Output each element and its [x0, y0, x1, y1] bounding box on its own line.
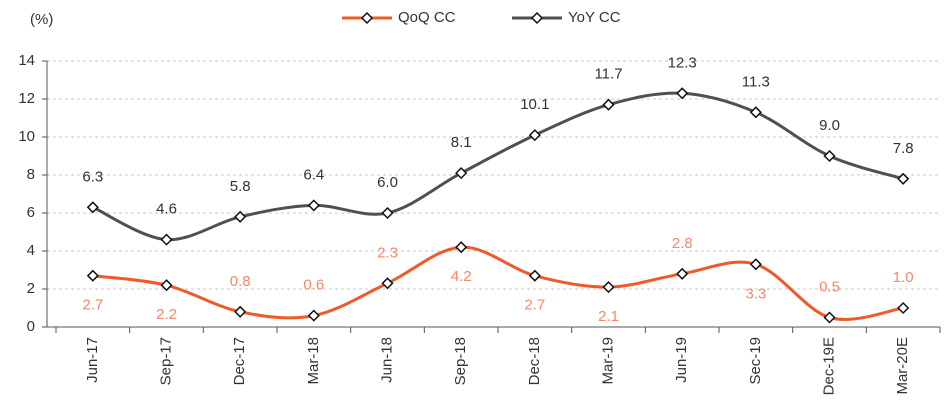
point-marker	[749, 106, 762, 119]
point-marker	[86, 201, 99, 214]
legend-marker	[530, 11, 544, 25]
y-axis-label: (%)	[30, 11, 53, 28]
data-label: 6.3	[82, 168, 103, 185]
x-tick-label: Dec-18	[526, 337, 543, 385]
x-tick-label: Mar-20E	[894, 337, 911, 395]
y-tick-label: 4	[27, 242, 35, 259]
data-label: 2.7	[524, 297, 545, 314]
point-marker	[234, 210, 247, 223]
legend-label: QoQ CC	[398, 9, 456, 26]
x-tick-label: Jun-19	[673, 337, 690, 383]
point-marker	[234, 305, 247, 318]
data-label: 12.3	[668, 54, 697, 71]
data-label: 11.7	[594, 66, 622, 83]
data-label: 11.3	[742, 73, 770, 90]
point-marker	[897, 301, 910, 315]
data-label: 0.6	[303, 277, 324, 294]
data-label: 10.1	[520, 96, 549, 113]
data-label: 6.0	[377, 174, 398, 191]
data-label: 2.8	[672, 235, 693, 252]
point-marker	[455, 167, 468, 180]
x-tick-label: Dec-17	[231, 337, 248, 385]
series-line	[92, 245, 904, 321]
data-label: 2.1	[598, 308, 619, 325]
point-marker	[86, 269, 99, 282]
point-marker	[528, 129, 541, 142]
point-marker	[823, 149, 836, 163]
point-marker	[160, 233, 173, 246]
y-tick-label: 2	[27, 280, 35, 297]
x-tick-label: Sec-19	[747, 337, 764, 385]
data-label: 2.2	[156, 306, 177, 323]
y-tick-label: 0	[27, 318, 35, 335]
point-marker	[381, 206, 394, 220]
data-label: 8.1	[451, 134, 472, 151]
x-tick-label: Jun-17	[84, 337, 101, 383]
point-marker	[602, 98, 615, 111]
data-label: 4.2	[451, 268, 472, 285]
y-tick-label: 10	[18, 128, 35, 145]
data-label: 2.3	[377, 244, 398, 261]
x-tick-label: Jun-18	[378, 337, 395, 383]
point-marker	[676, 267, 689, 280]
point-marker	[307, 199, 320, 212]
data-label: 6.4	[303, 166, 324, 183]
data-label: 7.8	[893, 140, 914, 157]
point-marker	[381, 277, 394, 290]
point-marker	[455, 241, 468, 254]
y-tick-label: 14	[18, 52, 35, 69]
point-marker	[823, 311, 836, 324]
data-label: 3.3	[745, 285, 766, 302]
data-label: 4.6	[156, 201, 177, 218]
point-marker	[602, 281, 615, 294]
data-label: 0.8	[230, 273, 251, 290]
x-tick-label: Mar-18	[305, 337, 322, 385]
x-tick-label: Dec-19E	[820, 337, 837, 395]
point-marker	[160, 279, 173, 292]
point-marker	[307, 309, 320, 322]
y-tick-label: 6	[27, 204, 35, 221]
legend-label: YoY CC	[568, 9, 621, 26]
y-tick-label: 8	[27, 166, 35, 183]
x-tick-label: Sep-18	[452, 337, 469, 385]
series-line	[92, 91, 904, 242]
legend-marker	[360, 11, 374, 25]
point-marker	[528, 269, 541, 282]
point-marker	[676, 87, 689, 100]
data-label: 2.7	[82, 297, 103, 314]
y-tick-label: 12	[18, 90, 35, 107]
data-label: 9.0	[819, 117, 840, 134]
x-tick-label: Mar-19	[599, 337, 616, 385]
x-tick-label: Sep-17	[157, 337, 174, 385]
point-marker	[897, 172, 910, 185]
data-label: 5.8	[230, 178, 251, 195]
data-label: 1.0	[893, 269, 914, 286]
data-label: 0.5	[819, 278, 840, 295]
point-marker	[749, 258, 762, 271]
